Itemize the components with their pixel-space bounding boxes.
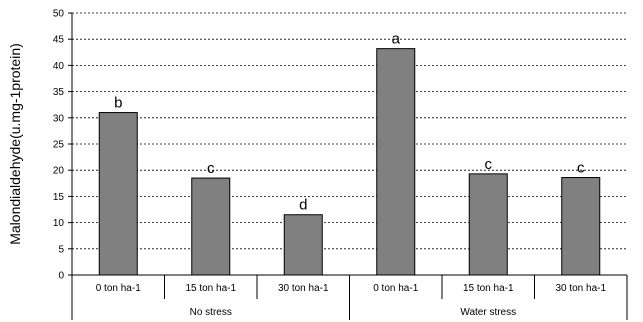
- significance-letters: b c d a c c: [114, 31, 585, 214]
- y-tick-label: 15: [53, 192, 65, 203]
- significance-letter: c: [485, 156, 493, 173]
- y-tick-label: 30: [53, 113, 65, 124]
- bar: [468, 173, 508, 276]
- y-tick-label: 50: [53, 9, 65, 20]
- y-tick-label: 0: [58, 271, 64, 282]
- x-category-labels: 0 ton ha-1 15 ton ha-1 30 ton ha-1 0 ton ha…: [96, 283, 607, 294]
- y-tick-label: 20: [53, 166, 65, 177]
- y-tick-label: 45: [53, 35, 65, 46]
- x-group-label: Water stress: [460, 307, 516, 318]
- x-group-labels: No stress Water stress: [190, 307, 516, 318]
- x-category-label: 30 ton ha-1: [555, 283, 606, 294]
- bar: [376, 48, 416, 276]
- significance-letter: d: [299, 197, 307, 214]
- bar: [191, 177, 231, 276]
- x-category-label: 30 ton ha-1: [278, 283, 329, 294]
- y-tick-label: 5: [58, 244, 64, 255]
- x-category-label: 15 ton ha-1: [463, 283, 514, 294]
- y-axis-label: Malondialdehyde(u.mg-1protein): [7, 43, 23, 245]
- x-category-label: 15 ton ha-1: [185, 283, 236, 294]
- x-category-label: 0 ton ha-1: [373, 283, 418, 294]
- significance-letter: c: [207, 160, 215, 177]
- bar: [283, 214, 323, 276]
- significance-letter: b: [114, 95, 122, 112]
- y-tick-label: 35: [53, 87, 65, 98]
- y-tick-label: 10: [53, 218, 65, 229]
- significance-letter: c: [577, 160, 585, 177]
- bar: [561, 177, 601, 276]
- axes: [68, 12, 628, 320]
- bar: [98, 112, 138, 276]
- y-tick-labels: 0 5 10 15 20 25 30 35 40 45 50: [53, 9, 65, 282]
- x-group-label: No stress: [190, 307, 232, 318]
- x-category-label: 0 ton ha-1: [96, 283, 141, 294]
- significance-letter: a: [392, 31, 401, 48]
- bars: [98, 48, 601, 276]
- y-tick-label: 40: [53, 61, 65, 72]
- gridlines: [72, 12, 627, 250]
- y-tick-label: 25: [53, 140, 65, 151]
